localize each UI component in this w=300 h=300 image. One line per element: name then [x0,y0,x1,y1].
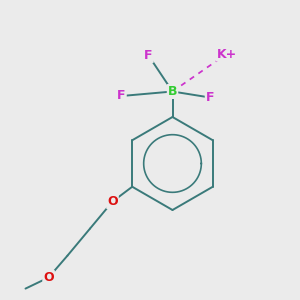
Text: O: O [43,271,54,284]
Text: F: F [144,49,153,62]
Text: F: F [206,91,214,104]
Text: F: F [117,89,126,103]
Text: K+: K+ [216,47,237,61]
Text: B: B [168,85,177,98]
Text: O: O [107,195,118,208]
